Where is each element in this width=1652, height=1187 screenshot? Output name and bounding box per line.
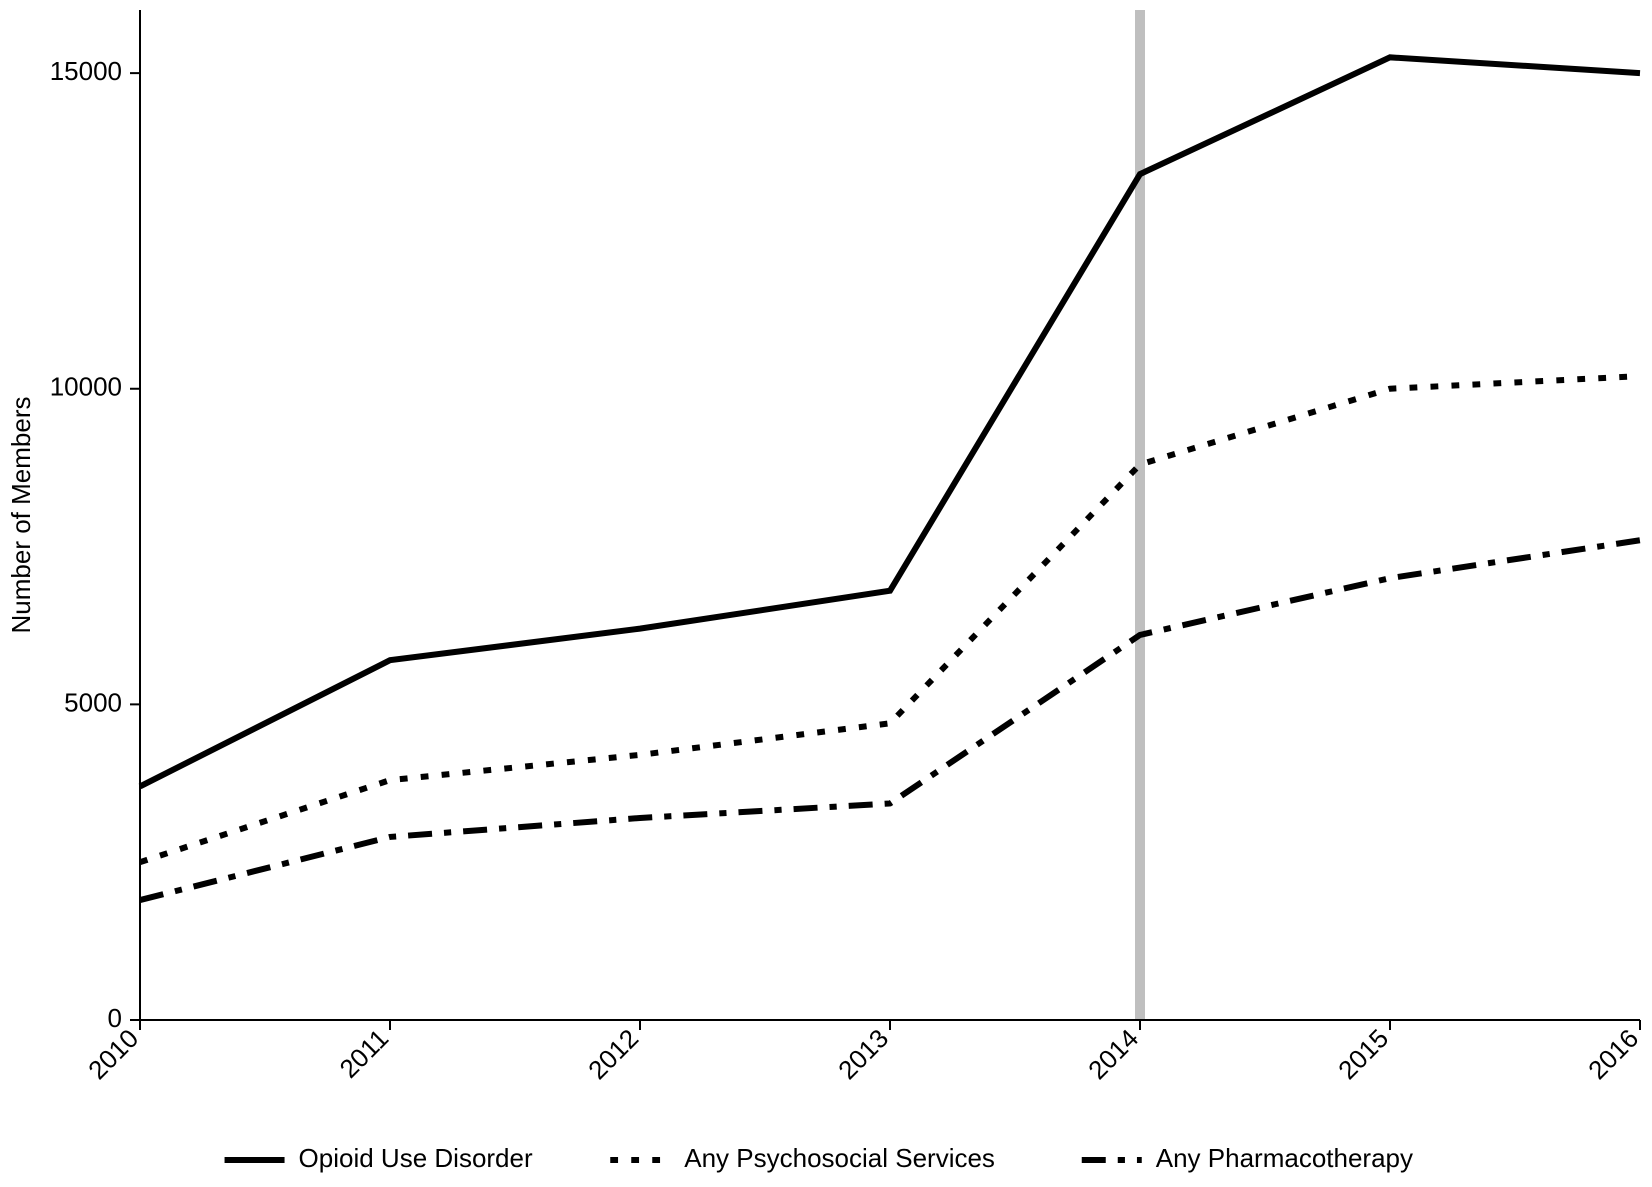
legend-label: Opioid Use Disorder — [299, 1143, 533, 1173]
y-tick-label: 10000 — [50, 372, 122, 402]
legend-label: Any Pharmacotherapy — [1156, 1143, 1413, 1173]
y-axis-label: Number of Members — [6, 397, 36, 634]
legend-label: Any Psychosocial Services — [684, 1143, 995, 1173]
y-tick-label: 15000 — [50, 56, 122, 86]
line-chart: 0500010000150002010201120122013201420152… — [0, 0, 1652, 1187]
y-tick-label: 5000 — [64, 687, 122, 717]
